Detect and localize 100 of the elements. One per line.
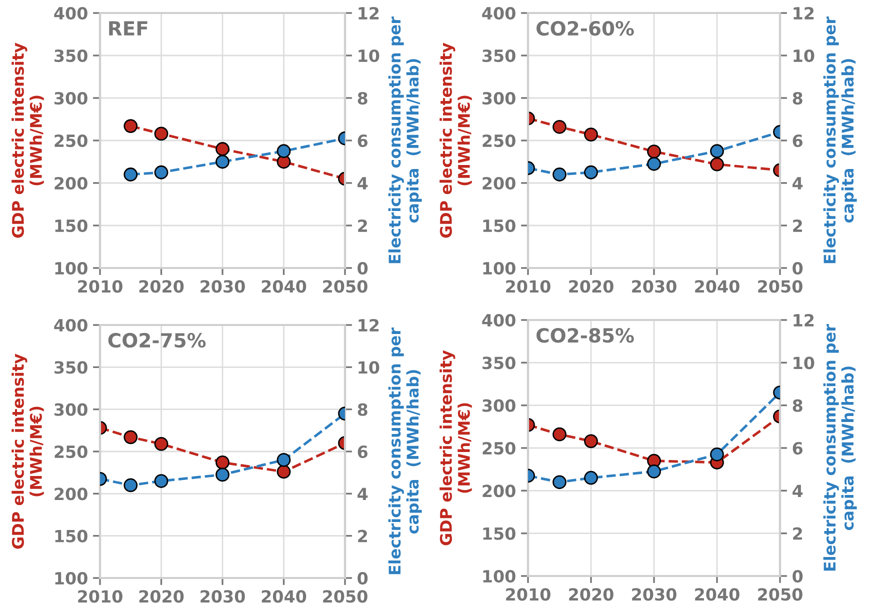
chart-title: CO2-60% [536,20,634,36]
y2-tick-label: 12 [794,314,814,326]
y-tick-label: 250 [482,134,516,148]
y2-tick-label: 8 [358,403,368,416]
y-tick-label: 200 [54,176,88,190]
y-tick-label: 400 [54,318,88,332]
x-tick-label: 2010 [78,280,122,293]
point [584,470,598,485]
y2-tick-label: 10 [358,361,380,374]
y-tick-label: 200 [482,484,516,498]
x-tick-label: 2010 [506,588,550,601]
y-tick-label: 350 [482,49,516,62]
y-tick-label: 250 [54,134,88,148]
point [647,156,661,171]
y-tick-label: 350 [54,49,88,62]
y-tick-label: 350 [54,361,88,374]
y-axis-title: GDP electric intensity (MWh/M€) [440,42,472,238]
y2-tick-label: 8 [792,92,802,105]
point [584,434,598,448]
y-axis-title: GDP electric intensity (MWh/M€) [12,354,44,549]
y-tick-label: 400 [54,6,88,20]
x-tick-label: 2040 [695,588,740,601]
x-tick-label: 2010 [78,590,122,603]
y2-tick-label: 6 [358,445,368,458]
y-tick-label: 300 [482,92,516,105]
y2-tick-label: 6 [358,134,368,148]
x-tick-label: 2030 [200,280,245,293]
y2-tick-label: 2 [358,530,367,542]
y2-tick-label: 4 [358,488,368,500]
point [216,456,230,470]
chart-title: CO2-75% [108,332,206,348]
x-tick-label: 2030 [200,590,245,603]
y2-tick-label: 6 [792,442,803,455]
y2-tick-label: 10 [794,49,814,62]
x-tick-label: 2040 [262,590,306,603]
x-tick-label: 2040 [695,280,740,293]
y2-axis-title: Electricity consumption per capita (MWh/hab) [388,16,422,264]
y2-tick-label: 10 [358,49,380,62]
y2-axis-title: Electricity consumption per capita (MWh/hab) [388,327,422,574]
y2-tick-label: 4 [358,177,368,190]
point [124,119,138,133]
y2-tick-label: 8 [358,92,368,105]
point [154,474,168,488]
y2-tick-label: 12 [358,6,379,20]
y2-tick-label: 0 [358,572,368,585]
y2-tick-label: 8 [792,399,802,412]
point [216,468,230,482]
y2-tick-label: 0 [792,570,803,583]
y-tick-label: 100 [55,572,88,585]
x-tick-label: 2050 [758,588,802,601]
point [216,142,230,156]
point [154,436,168,451]
x-tick-label: 2050 [323,590,368,603]
y2-tick-label: 4 [792,484,803,497]
y-tick-label: 100 [55,262,88,275]
x-tick-label: 2050 [323,280,368,293]
y2-tick-label: 12 [358,318,379,332]
chart-title: CO2-85% [536,328,634,343]
y-tick-label: 250 [54,445,88,458]
y-tick-label: 150 [55,219,88,232]
y-axis-title: GDP electric intensity (MWh/M€) [12,42,44,238]
y2-tick-label: 0 [358,262,368,275]
y-tick-label: 300 [54,403,88,416]
y2-tick-label: 4 [792,177,803,190]
y2-tick-label: 2 [793,527,802,540]
y2-tick-label: 2 [793,219,802,232]
point [276,144,291,158]
y-tick-label: 300 [54,92,88,105]
point [647,464,661,478]
chart-title: REF [109,21,148,36]
x-tick-label: 2010 [506,280,550,293]
y-tick-label: 350 [482,356,516,370]
y2-axis-title: Electricity consumption per capita (MWh/hab) [823,324,857,571]
y-tick-label: 400 [482,6,516,20]
y2-axis-title: Electricity consumption per capita (MWh/hab) [823,16,857,264]
y-tick-label: 200 [54,488,88,500]
x-tick-label: 2030 [632,280,676,293]
point [124,168,138,182]
point [154,165,168,180]
y-tick-label: 150 [483,527,516,540]
x-tick-label: 2040 [262,280,306,293]
y-tick-label: 300 [482,399,516,412]
y-tick-label: 150 [55,530,88,542]
y2-tick-label: 0 [792,262,803,275]
point [647,144,661,158]
x-tick-label: 2020 [569,588,614,601]
y2-tick-label: 2 [358,219,367,232]
x-tick-label: 2020 [139,590,184,603]
y-tick-label: 400 [482,314,516,327]
y2-tick-label: 6 [792,134,803,148]
x-tick-label: 2030 [632,588,676,601]
x-tick-label: 2020 [139,280,184,293]
y-tick-label: 250 [482,442,516,455]
y-tick-label: 150 [483,219,516,232]
point [584,128,598,142]
point [216,154,230,169]
x-tick-label: 2020 [569,280,614,293]
y-tick-label: 100 [483,262,516,275]
x-tick-label: 2050 [758,280,802,293]
y-tick-label: 200 [482,176,516,190]
